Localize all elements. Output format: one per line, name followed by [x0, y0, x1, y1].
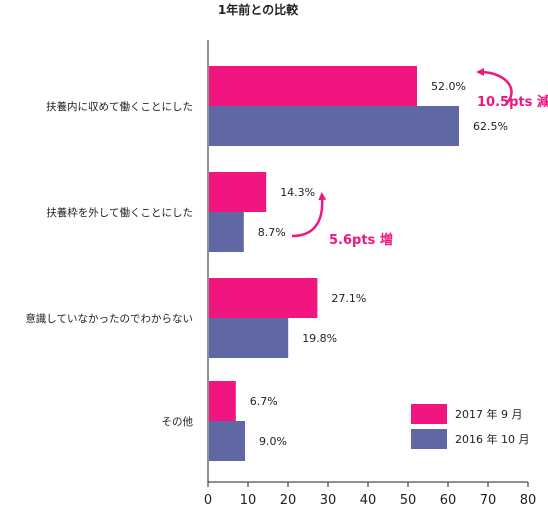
bar [209, 172, 267, 212]
category-label: その他 [162, 415, 194, 428]
data-label: 14.3% [280, 186, 315, 199]
category-label: 意識していなかったのでわからない [25, 312, 193, 325]
category-labels: 扶養内に収めて働くことにした扶養枠を外して働くことにした意識していなかったのでわ… [25, 100, 193, 428]
legend-swatch-2017 [411, 404, 447, 424]
x-tick-label: 80 [520, 493, 537, 508]
data-label: 19.8% [302, 332, 337, 345]
data-label: 27.1% [331, 292, 366, 305]
x-tick-label: 10 [240, 493, 257, 508]
bar [209, 421, 245, 461]
bars [209, 66, 459, 461]
chart-title: 1年前との比較 [218, 2, 299, 17]
increase-annotation: 5.6pts 増 [329, 232, 393, 248]
x-axis-ticks: 0 10 20 30 40 50 60 70 80 [204, 482, 536, 508]
decrease-annotation: 10.5pts 減 [477, 94, 548, 110]
x-tick-label: 60 [440, 493, 457, 508]
data-label: 52.0% [431, 80, 466, 93]
legend-swatch-2016 [411, 429, 447, 449]
x-tick-label: 30 [320, 493, 337, 508]
bar [209, 381, 236, 421]
category-label: 扶養内に収めて働くことにした [46, 100, 193, 113]
bar [209, 318, 289, 358]
data-label: 9.0% [259, 435, 287, 448]
x-tick-label: 0 [204, 493, 212, 508]
x-tick-label: 40 [360, 493, 377, 508]
data-label: 6.7% [250, 395, 278, 408]
bar [209, 106, 459, 146]
x-tick-label: 70 [480, 493, 497, 508]
legend: 2017 年 9 月 2016 年 10 月 [411, 404, 529, 449]
data-label: 8.7% [258, 226, 286, 239]
data-label: 62.5% [473, 120, 508, 133]
increase-arrow [291, 192, 327, 238]
decrease-arrow [476, 68, 513, 105]
x-tick-label: 20 [280, 493, 297, 508]
bar [209, 212, 244, 252]
value-labels: 52.0% 62.5% 14.3% 8.7% 27.1% 19.8% 6.7% 9.0% [250, 80, 508, 448]
legend-label-2017: 2017 年 9 月 [455, 407, 522, 421]
x-tick-label: 50 [400, 493, 417, 508]
category-label: 扶養枠を外して働くことにした [46, 206, 193, 219]
bar [209, 278, 318, 318]
bar [209, 66, 417, 106]
legend-label-2016: 2016 年 10 月 [455, 432, 529, 446]
